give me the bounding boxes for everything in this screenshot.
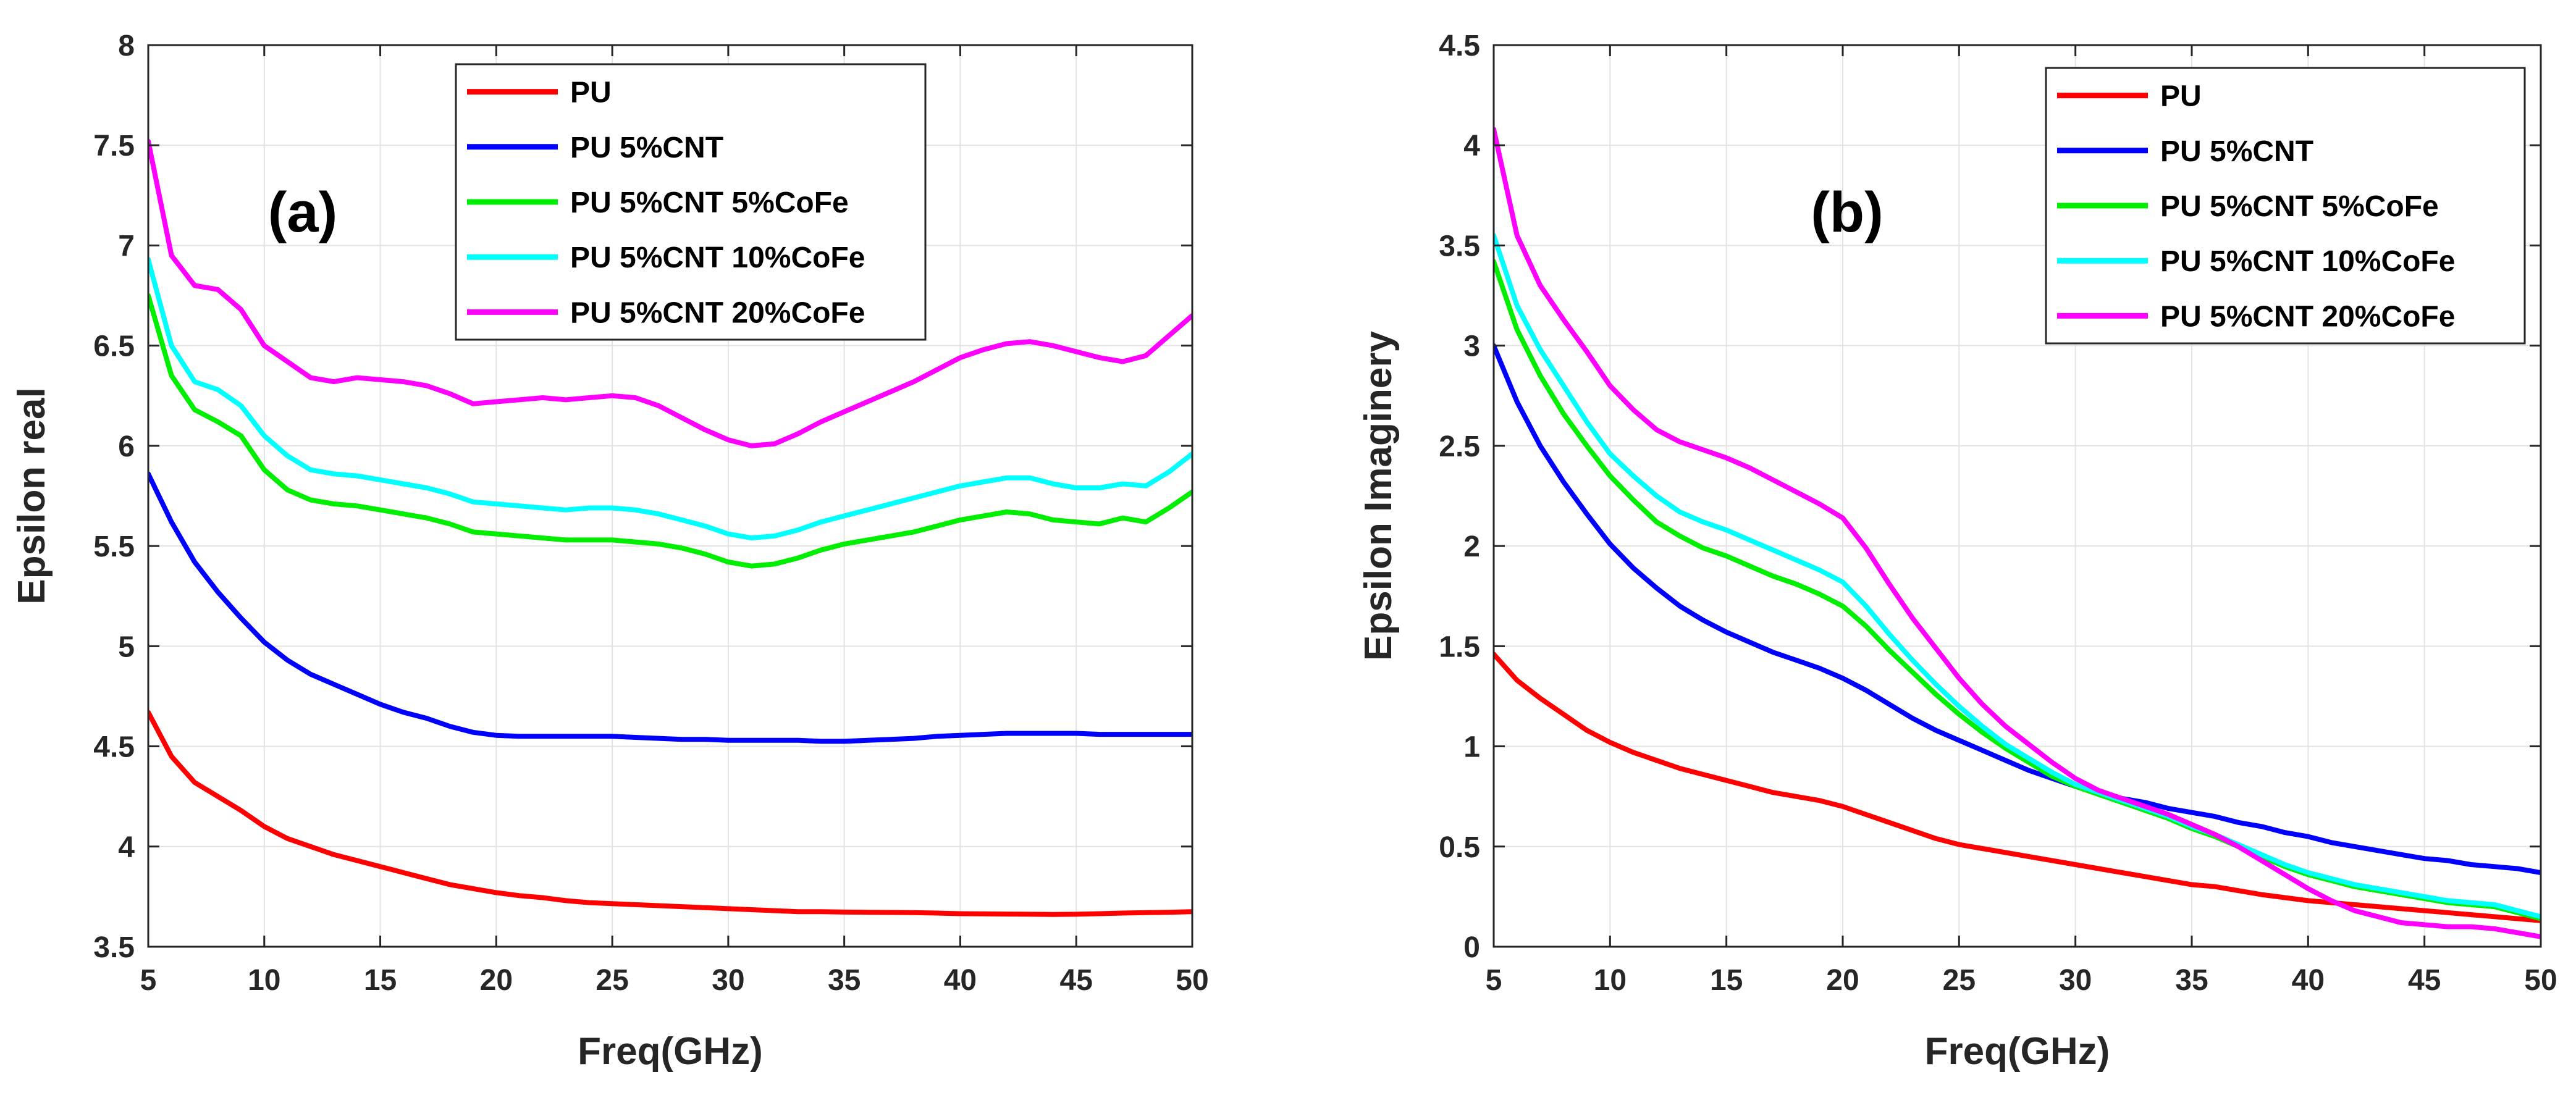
legend-label-1: PU 5%CNT <box>570 132 723 164</box>
x-tick-label: 20 <box>1826 964 1859 997</box>
y-tick-label: 3 <box>1463 330 1480 363</box>
y-tick-label: 4 <box>1463 130 1480 162</box>
y-tick-label: 4 <box>118 831 135 864</box>
y-tick-label: 0.5 <box>1439 831 1480 864</box>
series-line-4 <box>1494 127 2541 939</box>
x-tick-label: 45 <box>1060 964 1093 997</box>
x-tick-label: 5 <box>140 964 157 997</box>
y-tick-label: 1 <box>1463 731 1480 764</box>
x-tick-label: 10 <box>248 964 280 997</box>
y-tick-label: 5.5 <box>93 530 135 563</box>
x-tick-label: 15 <box>1710 964 1743 997</box>
x-axis-label: Freq(GHz) <box>578 1030 763 1073</box>
x-tick-label: 50 <box>1176 964 1208 997</box>
series-line-3 <box>148 257 1192 541</box>
x-tick-label: 30 <box>712 964 744 997</box>
x-tick-label: 50 <box>2524 964 2557 997</box>
y-tick-label: 3.5 <box>93 931 135 964</box>
y-axis-label: Epsilon Imaginery <box>1357 330 1400 661</box>
y-tick-label: 4.5 <box>1439 30 1480 62</box>
legend-label-0: PU <box>570 77 612 109</box>
y-tick-label: 5 <box>118 631 135 663</box>
legend-label-4: PU 5%CNT 20%CoFe <box>570 296 865 329</box>
y-tick-label: 1.5 <box>1439 631 1480 663</box>
x-tick-label: 25 <box>1943 964 1976 997</box>
legend-label-2: PU 5%CNT 5%CoFe <box>2160 190 2439 223</box>
x-tick-label: 30 <box>2059 964 2092 997</box>
y-tick-label: 0 <box>1463 931 1480 964</box>
legend-label-2: PU 5%CNT 5%CoFe <box>570 187 849 219</box>
x-tick-label: 40 <box>944 964 977 997</box>
x-tick-label: 25 <box>596 964 628 997</box>
axes-box <box>1492 44 2542 948</box>
y-axis-label: Epsilon real <box>11 387 53 604</box>
legend: PU PU 5%CNT PU 5%CNT 5%CoFe PU 5%CNT 10%CoF… <box>455 63 927 341</box>
panel-label: (b) <box>1811 181 1883 244</box>
x-tick-label: 10 <box>1594 964 1627 997</box>
series-line-1 <box>1494 343 2541 875</box>
panel-label: (a) <box>268 181 337 244</box>
legend-label-4: PU 5%CNT 20%CoFe <box>2160 300 2455 333</box>
y-tick-label: 3.5 <box>1439 230 1480 262</box>
y-tick-label: 7 <box>118 230 135 262</box>
x-tick-label: 15 <box>364 964 397 997</box>
y-tick-label: 7.5 <box>93 130 135 162</box>
y-tick-label: 6.5 <box>93 330 135 363</box>
y-tick-label: 4.5 <box>93 731 135 764</box>
series-lines <box>1494 127 2541 939</box>
legend: PU PU 5%CNT PU 5%CNT 5%CoFe PU 5%CNT 10%CoF… <box>2045 67 2526 345</box>
legend-label-1: PU 5%CNT <box>2160 135 2313 168</box>
axes-box <box>147 44 1193 948</box>
series-line-0 <box>1494 652 2541 923</box>
series-line-4 <box>148 138 1192 448</box>
series-line-3 <box>1494 233 2541 920</box>
legend-label-3: PU 5%CNT 10%CoFe <box>570 241 865 274</box>
panel-b-chart: 5 10 15 20 25 30 35 40 45 50 0 0.5 1 1.5 2 2.5 3 3.5 4 4.5 F… <box>1357 30 2557 1073</box>
y-tick-label: 6 <box>118 430 135 463</box>
series-line-0 <box>148 710 1192 917</box>
y-tick-label: 2 <box>1463 530 1480 563</box>
series-lines <box>148 138 1192 917</box>
y-tick-label: 8 <box>118 30 135 62</box>
series-line-2 <box>148 293 1192 569</box>
x-tick-label: 35 <box>2175 964 2208 997</box>
legend-label-0: PU <box>2160 80 2202 113</box>
x-tick-label: 40 <box>2292 964 2325 997</box>
series-line-1 <box>148 471 1192 744</box>
y-tick-label: 2.5 <box>1439 430 1480 463</box>
legend-label-3: PU 5%CNT 10%CoFe <box>2160 245 2455 278</box>
x-tick-label: 20 <box>480 964 513 997</box>
x-tick-label: 5 <box>1486 964 1502 997</box>
x-tick-label: 35 <box>828 964 861 997</box>
x-tick-label: 45 <box>2408 964 2441 997</box>
panel-a-chart: 5 10 15 20 25 30 35 40 45 50 3.5 4 4.5 5 5.5 6 6.5 7 7.5 8 F… <box>11 30 1209 1073</box>
x-axis-label: Freq(GHz) <box>1925 1030 2110 1073</box>
